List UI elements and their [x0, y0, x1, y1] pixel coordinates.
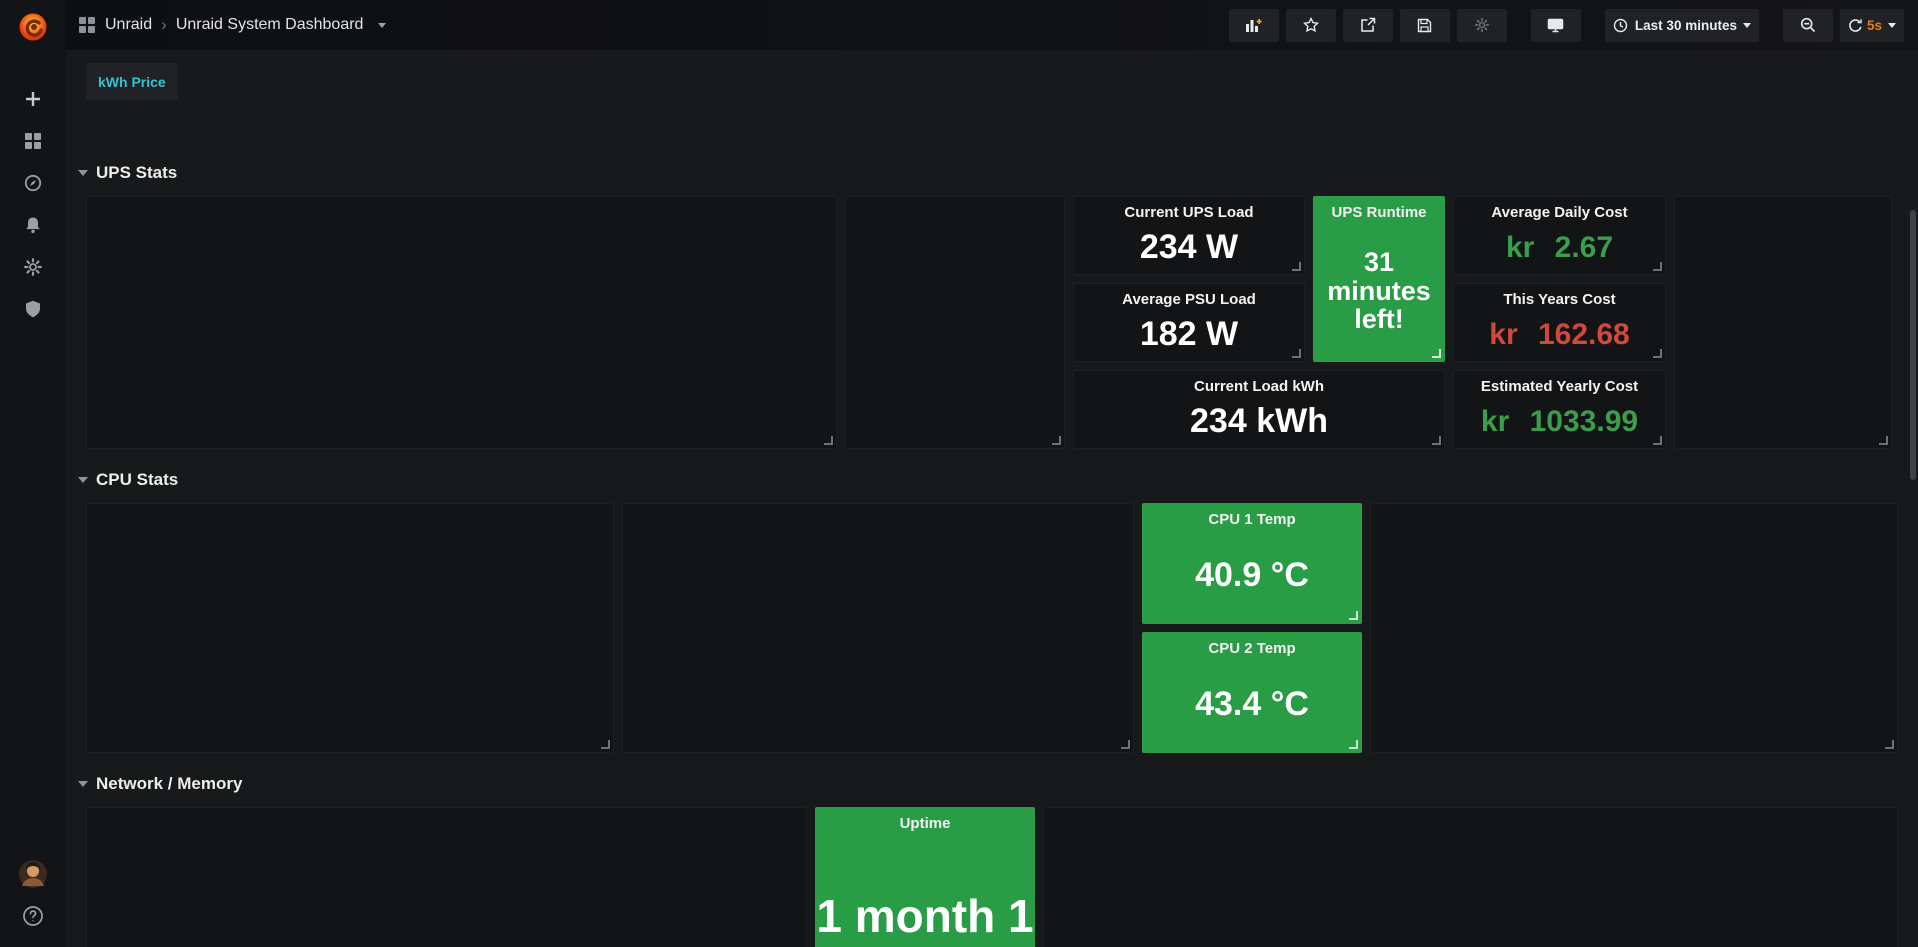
sidebar [0, 0, 66, 947]
section-title: UPS Stats [96, 163, 178, 182]
zoom-out-button[interactable] [1782, 8, 1833, 42]
refresh-button[interactable]: 5s [1839, 8, 1904, 42]
stat-title[interactable]: Current UPS Load [1124, 204, 1254, 221]
panel-average-daily-cost: Average Daily Cost kr 2.67 [1453, 196, 1666, 275]
stat-title[interactable]: CPU 1 Temp [1208, 511, 1296, 528]
dashboard-submenu: kWh Price [66, 50, 1918, 112]
variable-label: kWh Price [98, 73, 166, 90]
breadcrumb-folder[interactable]: Unraid [105, 16, 153, 33]
stat-value: kr 162.68 [1489, 317, 1630, 351]
stat-title[interactable]: Current Load kWh [1194, 378, 1324, 395]
cpu-temp-column: CPU 1 Temp 40.9 °C CPU 2 Temp 43.4 °C [1142, 503, 1362, 753]
panel-this-years-cost: This Years Cost kr 162.68 [1453, 283, 1666, 362]
dashboards-icon[interactable] [11, 120, 55, 162]
breadcrumb-dashboard-title[interactable]: Unraid System Dashboard [175, 16, 364, 33]
panel-ups-load-graph [86, 196, 837, 449]
section-collapse-chevron-icon [78, 477, 88, 483]
section-collapse-chevron-icon [78, 781, 88, 787]
section-title: CPU Stats [96, 470, 179, 489]
stat-value: kr 2.67 [1505, 230, 1614, 264]
admin-shield-icon[interactable] [11, 288, 55, 330]
help-icon[interactable] [11, 895, 55, 937]
share-button[interactable] [1342, 8, 1393, 42]
dashboard-dropdown-caret[interactable] [378, 22, 387, 28]
section-title: Network / Memory [96, 774, 243, 793]
row-cpu: CPU 1 Temp 40.9 °C CPU 2 Temp 43.4 °C [66, 503, 1918, 753]
stat-title[interactable]: Average Daily Cost [1491, 204, 1628, 221]
stat-title[interactable]: This Years Cost [1503, 291, 1616, 308]
clock-icon [1613, 18, 1628, 32]
create-plus-icon[interactable] [11, 78, 55, 120]
time-range-caret [1742, 22, 1751, 28]
page-scrollbar [1908, 50, 1918, 947]
explore-icon[interactable] [11, 162, 55, 204]
cost-stats-column: Average Daily Cost kr 2.67 This Years Co… [1453, 196, 1666, 449]
stat-value: 234 W [1139, 227, 1239, 266]
panel-memory-graph [1043, 807, 1898, 947]
refresh-interval-label[interactable]: 5s [1866, 17, 1882, 33]
breadcrumb: Unraid › Unraid System Dashboard [78, 15, 387, 35]
section-collapse-chevron-icon [78, 170, 88, 176]
panel-cpu-1-graph [86, 503, 614, 753]
variable-kwh-price: kWh Price [86, 63, 178, 100]
section-header-cpu-stats[interactable]: CPU Stats [78, 465, 1918, 495]
stat-title[interactable]: Estimated Yearly Cost [1480, 378, 1639, 395]
add-panel-button[interactable] [1228, 8, 1279, 42]
cycle-view-mode-button[interactable] [1530, 8, 1581, 42]
stat-title[interactable]: Average PSU Load [1122, 291, 1256, 308]
user-avatar[interactable] [11, 853, 55, 895]
panel-current-load-kwh: Current Load kWh 234 kWh [1073, 370, 1445, 449]
stat-value: 182 W [1139, 314, 1239, 353]
star-button[interactable] [1285, 8, 1336, 42]
navbar: Unraid › Unraid System Dashboard [66, 0, 1918, 50]
panel-cpu-2-graph [1370, 503, 1898, 753]
page-scrollbar-thumb[interactable] [1910, 210, 1916, 480]
navbar-actions: Last 30 minutes 5s [1222, 8, 1904, 42]
stat-title[interactable]: Uptime [899, 815, 951, 832]
row-network-memory: Uptime 1 month 1 [66, 807, 1918, 947]
ups-stats-grid: Current UPS Load 234 W UPS Runtime 31 mi… [1073, 196, 1445, 449]
section-header-ups-stats[interactable]: UPS Stats [78, 158, 1918, 188]
panel-cpu-package-graph [622, 503, 1134, 753]
panel-ups-battery-charge [845, 196, 1065, 449]
refresh-icon [1849, 18, 1862, 32]
breadcrumb-separator: › [161, 15, 167, 34]
panel-ups-load-vs-time-left [1674, 196, 1892, 449]
alerting-bell-icon[interactable] [11, 204, 55, 246]
dashboard-panels-area: UPS Stats Current UPS Load 234 W UPS Run… [66, 148, 1918, 947]
panel-current-ups-load: Current UPS Load 234 W [1073, 196, 1305, 275]
stat-title[interactable]: CPU 2 Temp [1208, 640, 1296, 657]
section-header-network-memory[interactable]: Network / Memory [78, 769, 1918, 799]
row-ups: Current UPS Load 234 W UPS Runtime 31 mi… [66, 196, 1918, 449]
panel-ups-runtime: UPS Runtime 31 minutes left! [1313, 196, 1445, 362]
template-variables-row: kWh Price [86, 63, 1898, 110]
dashboard-grid-icon [79, 17, 95, 33]
stat-value: 40.9 °C [1195, 555, 1309, 594]
stat-value: 43.4 °C [1195, 684, 1309, 723]
panel-network-graph [86, 807, 807, 947]
panel-estimated-yearly-cost: Estimated Yearly Cost kr 1033.99 [1453, 370, 1666, 449]
time-range-label: Last 30 minutes [1634, 17, 1737, 33]
grafana-logo[interactable] [10, 2, 56, 52]
save-button[interactable] [1399, 8, 1450, 42]
stat-title[interactable]: UPS Runtime [1331, 204, 1427, 221]
time-range-picker[interactable]: Last 30 minutes [1604, 8, 1759, 42]
panel-cpu-1-temp: CPU 1 Temp 40.9 °C [1142, 503, 1362, 624]
panel-cpu-2-temp: CPU 2 Temp 43.4 °C [1142, 632, 1362, 753]
stat-value: 234 kWh [1190, 401, 1328, 440]
stat-value: 31 minutes left! [1327, 247, 1431, 335]
panel-average-psu-load: Average PSU Load 182 W [1073, 283, 1305, 362]
panel-uptime: Uptime 1 month 1 [815, 807, 1035, 947]
stat-value: 1 month 1 [816, 890, 1034, 942]
dashboard-settings-button[interactable] [1456, 8, 1507, 42]
stat-value: kr 1033.99 [1480, 404, 1639, 438]
configuration-gear-icon[interactable] [11, 246, 55, 288]
refresh-interval-caret[interactable] [1888, 22, 1896, 28]
